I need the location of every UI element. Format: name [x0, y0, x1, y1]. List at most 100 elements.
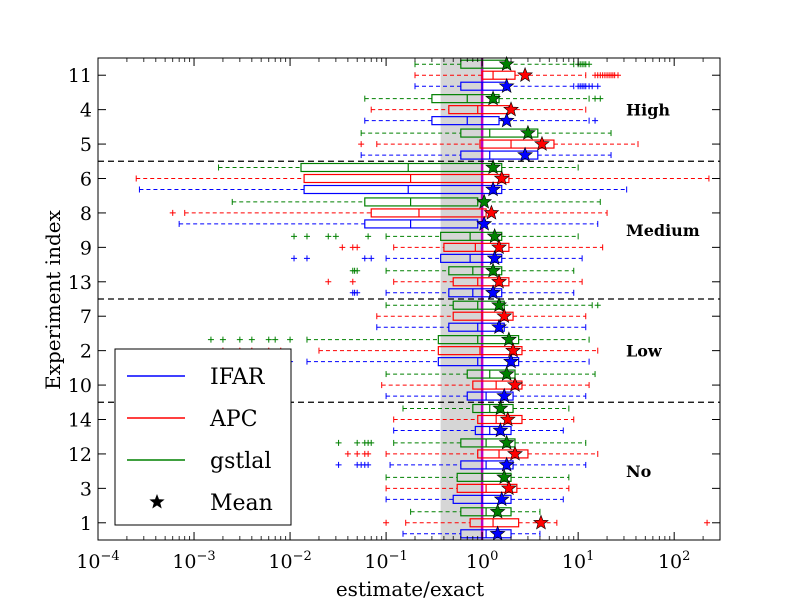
flier-marker: [335, 461, 342, 468]
mean-star: [485, 159, 501, 175]
flier-marker: [365, 450, 372, 457]
experiment-row-5: [358, 124, 639, 162]
box-iqr: [364, 197, 479, 207]
flier-marker: [265, 336, 272, 343]
box-7-APC: [376, 307, 587, 323]
flier-marker: [354, 267, 361, 274]
mean-star: [476, 215, 493, 231]
mean-star: [507, 445, 523, 461]
flier-marker: [287, 336, 294, 343]
box-12-IFAR: [335, 456, 587, 472]
box-6-IFAR: [138, 181, 628, 197]
mean-star: [533, 514, 549, 530]
experiment-row-14: [393, 400, 575, 438]
y-tick-label: 9: [80, 237, 92, 259]
y-tick-label: 2: [80, 341, 92, 363]
flier-marker: [325, 278, 332, 285]
experiment-row-11: [414, 55, 622, 93]
flier-marker: [383, 519, 390, 526]
flier-marker: [354, 450, 361, 457]
flier-marker: [365, 461, 372, 468]
experiment-row-3: [385, 469, 570, 507]
mean-star: [498, 112, 515, 128]
flier-marker: [349, 278, 356, 285]
mean-star: [485, 262, 501, 278]
experiment-row-1: [383, 503, 711, 541]
box-iqr: [437, 357, 520, 367]
box-5-IFAR: [360, 146, 612, 162]
box-1-gstlal: [410, 503, 541, 519]
group-label-high: High: [626, 101, 670, 120]
flier-marker: [365, 233, 372, 240]
group-label-no: No: [626, 462, 652, 481]
experiment-row-8: [169, 193, 608, 231]
box-iqr: [456, 472, 512, 482]
y-tick-label: 6: [80, 169, 92, 191]
box-12-APC: [344, 445, 599, 461]
box-13-APC: [325, 273, 583, 289]
box-10-IFAR: [385, 387, 587, 403]
experiment-row-9: [291, 228, 604, 266]
mean-star: [498, 55, 515, 71]
mean-star: [486, 228, 503, 244]
box-iqr: [303, 184, 503, 195]
legend-label-mean: Mean: [210, 491, 273, 516]
box-7-gstlal: [385, 296, 601, 312]
box-9-IFAR: [291, 250, 583, 266]
flier-marker: [615, 72, 622, 79]
mean-star: [476, 193, 493, 209]
mean-star: [496, 469, 513, 485]
box-10-APC: [381, 376, 590, 392]
flier-marker: [368, 439, 375, 446]
box-iqr: [460, 128, 539, 138]
flier-marker: [207, 336, 214, 343]
x-tick-label: 10−1: [364, 549, 407, 573]
group-label-medium: Medium: [626, 221, 700, 240]
mean-star: [489, 503, 506, 519]
experiment-row-6: [135, 159, 710, 197]
mean-star: [534, 135, 550, 151]
experiment-row-10: [381, 365, 596, 403]
box-3-gstlal: [385, 469, 570, 485]
flier-marker: [354, 244, 361, 251]
flier-marker: [589, 83, 596, 90]
flier-marker: [303, 255, 310, 262]
box-9-APC: [339, 239, 604, 255]
mean-star: [500, 480, 517, 496]
mean-star: [507, 376, 523, 392]
box-5-gstlal: [360, 124, 612, 140]
mean-star: [493, 491, 510, 507]
mean-star: [486, 250, 503, 266]
box-5-APC: [358, 135, 639, 151]
box-iqr: [437, 335, 520, 345]
box-1-APC: [383, 514, 711, 530]
box-2-gstlal: [207, 331, 590, 347]
flier-marker: [291, 233, 298, 240]
box-iqr: [448, 288, 503, 298]
y-tick-label: 4: [80, 100, 92, 122]
box-6-gstlal: [218, 159, 579, 175]
mean-star: [485, 90, 501, 106]
mean-star: [491, 318, 507, 334]
y-tick-label: 12: [68, 444, 92, 466]
box-iqr: [479, 139, 555, 149]
box-12-gstlal: [335, 434, 587, 450]
flier-marker: [325, 233, 332, 240]
experiment-row-7: [376, 296, 601, 334]
box-7-IFAR: [376, 318, 587, 334]
box-iqr: [370, 208, 487, 218]
flier-marker: [597, 95, 604, 102]
flier-marker: [354, 439, 361, 446]
y-tick-label: 13: [68, 272, 92, 294]
mean-star: [500, 331, 517, 347]
legend-label-apc: APC: [209, 407, 258, 432]
group-label-low: Low: [626, 342, 663, 361]
flier-marker: [358, 141, 365, 148]
box-11-IFAR: [414, 77, 601, 93]
y-tick-label: 5: [80, 134, 92, 156]
box-3-IFAR: [385, 491, 564, 507]
box-iqr: [466, 391, 514, 401]
flier-marker: [291, 255, 298, 262]
legend-frame: [114, 348, 292, 526]
